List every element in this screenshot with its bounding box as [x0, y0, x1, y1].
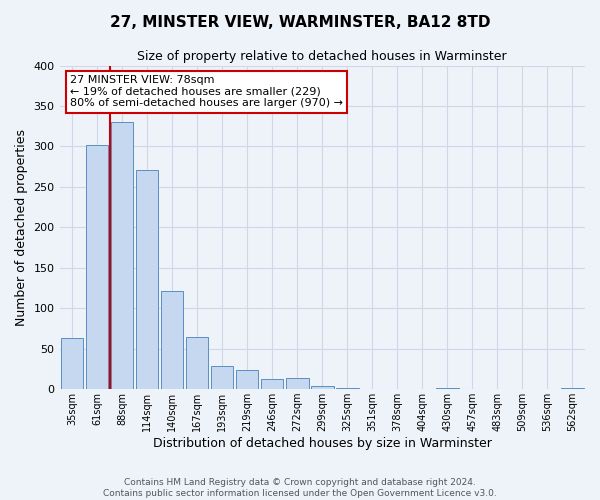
Bar: [211, 366, 233, 389]
Bar: [261, 380, 283, 389]
Bar: [311, 386, 334, 389]
Bar: [561, 388, 584, 389]
Bar: [186, 338, 208, 389]
Bar: [336, 388, 359, 389]
Text: Contains HM Land Registry data © Crown copyright and database right 2024.
Contai: Contains HM Land Registry data © Crown c…: [103, 478, 497, 498]
Bar: [436, 388, 458, 389]
Bar: [136, 170, 158, 389]
Bar: [111, 122, 133, 389]
Bar: [236, 370, 259, 389]
Text: 27 MINSTER VIEW: 78sqm
← 19% of detached houses are smaller (229)
80% of semi-de: 27 MINSTER VIEW: 78sqm ← 19% of detached…: [70, 76, 343, 108]
Bar: [286, 378, 308, 389]
Text: 27, MINSTER VIEW, WARMINSTER, BA12 8TD: 27, MINSTER VIEW, WARMINSTER, BA12 8TD: [110, 15, 490, 30]
Bar: [61, 338, 83, 389]
Bar: [86, 145, 109, 389]
Title: Size of property relative to detached houses in Warminster: Size of property relative to detached ho…: [137, 50, 507, 63]
X-axis label: Distribution of detached houses by size in Warminster: Distribution of detached houses by size …: [153, 437, 492, 450]
Bar: [161, 292, 184, 389]
Y-axis label: Number of detached properties: Number of detached properties: [15, 129, 28, 326]
